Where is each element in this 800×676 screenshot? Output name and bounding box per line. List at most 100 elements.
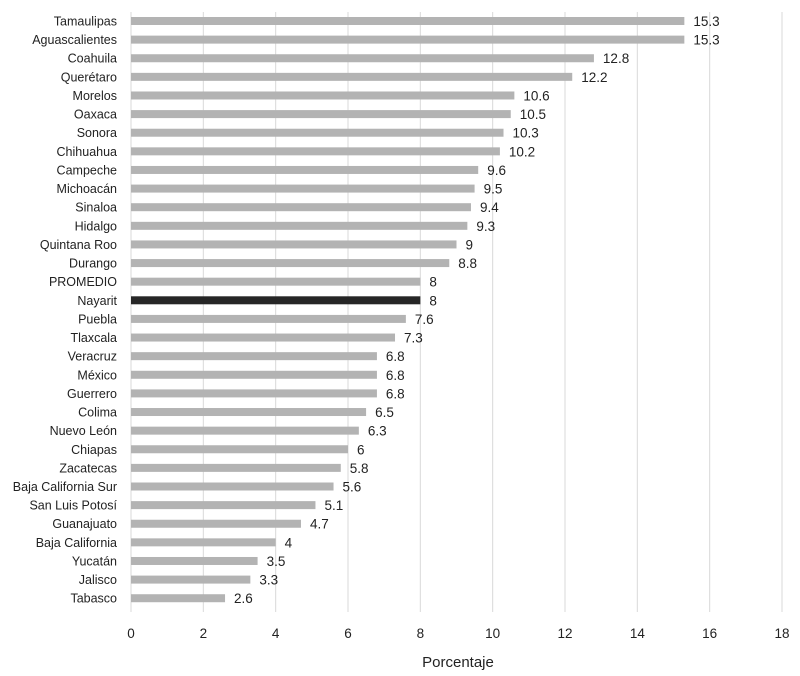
value-label: 8.8	[458, 256, 477, 271]
bar	[131, 277, 421, 286]
category-label: Puebla	[78, 312, 117, 326]
category-label: Durango	[69, 257, 117, 271]
value-label: 4.7	[310, 517, 329, 532]
bar	[131, 147, 500, 156]
value-label: 7.3	[404, 331, 423, 346]
category-label: Chiapas	[71, 443, 117, 457]
category-label: PROMEDIO	[49, 275, 117, 289]
value-label: 6.8	[386, 386, 405, 401]
value-label: 2.6	[234, 591, 253, 606]
value-labels: 15.3 15.3 12.8 12.2 10.6 10.5 10.3 10.29.6 9.5 9.…	[234, 14, 720, 606]
bar	[131, 556, 258, 565]
bar	[131, 91, 515, 100]
x-tick-label: 8	[417, 626, 425, 641]
category-label: Guerrero	[67, 387, 117, 401]
value-label: 9	[466, 237, 474, 252]
value-label: 6.8	[386, 349, 405, 364]
value-label: 5.8	[350, 461, 369, 476]
bars-group	[131, 17, 685, 603]
bar	[131, 482, 334, 491]
value-label: 6	[357, 442, 365, 457]
value-label: 6.5	[375, 405, 394, 420]
value-label: 6.8	[386, 368, 405, 383]
category-label: Chihuahua	[57, 145, 118, 159]
category-label: Hidalgo	[75, 219, 117, 233]
bar	[131, 370, 377, 379]
category-label: Veracruz	[68, 350, 117, 364]
x-tick-label: 0	[127, 626, 135, 641]
value-label: 15.3	[693, 14, 719, 29]
value-label: 7.6	[415, 312, 434, 327]
bar	[131, 408, 367, 417]
value-label: 12.2	[581, 70, 607, 85]
value-label: 9.3	[476, 219, 495, 234]
category-label: Querétaro	[61, 70, 117, 84]
category-label: Colima	[78, 406, 117, 420]
bar	[131, 221, 468, 230]
category-label: México	[77, 368, 117, 382]
value-label: 8	[429, 293, 437, 308]
category-label: Tabasco	[70, 592, 117, 606]
value-label: 9.5	[484, 182, 503, 197]
value-label: 12.8	[603, 51, 629, 66]
category-label: Michoacán	[57, 182, 117, 196]
bar	[131, 35, 685, 44]
x-tick-label: 10	[485, 626, 500, 641]
bar	[131, 426, 359, 435]
category-label: Aguascalientes	[32, 33, 117, 47]
bar	[131, 72, 573, 81]
bar	[131, 110, 511, 119]
category-label: Guanajuato	[52, 517, 117, 531]
bar	[131, 128, 504, 137]
category-label: Sonora	[77, 126, 117, 140]
value-label: 5.6	[343, 480, 362, 495]
bar	[131, 54, 594, 63]
bar	[131, 203, 471, 212]
bar	[131, 352, 377, 361]
bar	[131, 519, 301, 528]
value-label: 8	[429, 275, 437, 290]
x-axis-title: Porcentaje	[422, 654, 494, 671]
value-label: 15.3	[693, 33, 719, 48]
bar	[131, 333, 396, 342]
bar	[131, 463, 341, 472]
x-tick-label: 2	[200, 626, 208, 641]
category-label: Yucatán	[72, 554, 117, 568]
value-label: 10.3	[513, 126, 539, 141]
value-label: 5.1	[324, 498, 343, 513]
category-label: Tamaulipas	[54, 15, 117, 29]
category-label: Baja California	[36, 536, 117, 550]
category-label: Baja California Sur	[13, 480, 117, 494]
bar-highlight	[131, 296, 421, 305]
bar	[131, 184, 475, 193]
bar	[131, 314, 406, 323]
category-label: Quintana Roo	[40, 238, 117, 252]
category-label: Nuevo León	[50, 424, 117, 438]
category-label: Tlaxcala	[70, 331, 117, 345]
category-label: San Luis Potosí	[29, 499, 117, 513]
value-label: 9.6	[487, 163, 506, 178]
value-label: 10.6	[523, 88, 549, 103]
bar	[131, 389, 377, 398]
category-labels: Tamaulipas Aguascalientes Coahuila Querétar…	[13, 15, 118, 606]
value-label: 10.5	[520, 107, 546, 122]
value-label: 3.3	[259, 573, 278, 588]
category-label: Jalisco	[79, 573, 117, 587]
x-tick-label: 16	[702, 626, 717, 641]
bar	[131, 538, 276, 547]
value-label: 3.5	[267, 554, 286, 569]
value-label: 4	[285, 535, 293, 550]
bar	[131, 259, 450, 268]
bar	[131, 445, 348, 454]
bar	[131, 501, 316, 510]
value-label: 6.3	[368, 424, 387, 439]
bar	[131, 240, 457, 249]
bar	[131, 17, 685, 25]
x-tick-labels: 0 2 4 6 8 10 12 14 16 18	[127, 626, 789, 641]
x-tick-label: 12	[557, 626, 572, 641]
x-tick-label: 18	[774, 626, 789, 641]
value-label: 10.2	[509, 144, 535, 159]
value-label: 9.4	[480, 200, 499, 215]
bar	[131, 165, 479, 174]
